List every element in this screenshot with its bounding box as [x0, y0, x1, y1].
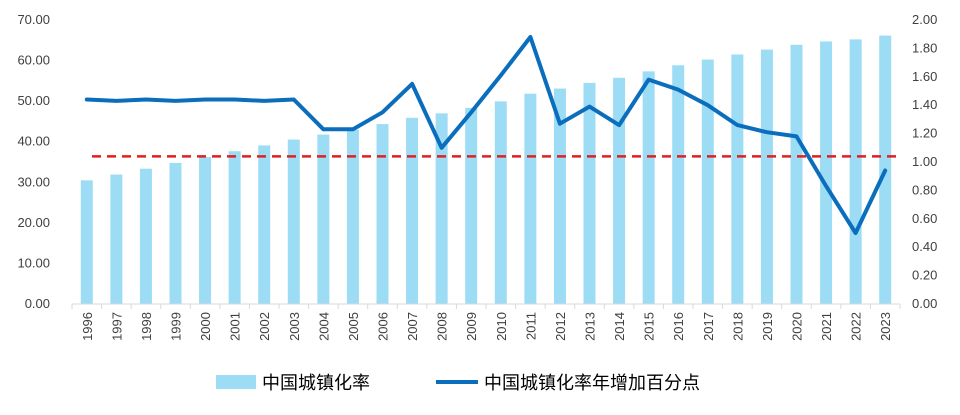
bar: [494, 101, 507, 305]
bar: [228, 151, 241, 304]
legend-label-bar: 中国城镇化率: [262, 373, 370, 394]
left-tick-label: 70.00: [17, 12, 50, 27]
x-axis-ticks: 1996 1997 1998 1999 2000 2001 2002 2003 2004 2005…: [71, 304, 901, 341]
bar: [731, 54, 744, 304]
right-tick-label: 1.00: [912, 154, 937, 169]
bar: [317, 134, 330, 304]
right-tick-label: 2.00: [912, 12, 937, 27]
x-tick-label: 2017: [701, 312, 716, 341]
left-tick-label: 0.00: [25, 296, 50, 311]
legend-label-line: 中国城镇化率年增加百分点: [484, 373, 700, 394]
bar: [820, 41, 833, 304]
x-tick-label: 2023: [878, 312, 893, 341]
legend-swatch-bar: [216, 375, 256, 389]
x-tick-label: 2007: [405, 312, 420, 341]
line-series: [84, 35, 888, 235]
x-tick-label: 2002: [257, 312, 272, 341]
bar: [672, 65, 685, 305]
x-tick-label: 2015: [642, 312, 657, 341]
right-axis-ticks: 0.00 0.20 0.40 0.60 0.80 1.00 1.20 1.40 1.60 1.80…: [912, 12, 937, 311]
bar: [613, 77, 626, 304]
legend: 中国城镇化率 中国城镇化率年增加百分点: [216, 373, 700, 394]
right-tick-label: 1.20: [912, 126, 937, 141]
right-tick-label: 0.40: [912, 239, 937, 254]
right-tick-label: 1.40: [912, 97, 937, 112]
x-tick-label: 2014: [612, 312, 627, 341]
bar: [465, 107, 478, 304]
bar-series: [80, 35, 892, 305]
x-tick-label: 2001: [228, 312, 243, 341]
bar: [80, 180, 93, 304]
x-tick-label: 2009: [464, 312, 479, 341]
left-tick-label: 50.00: [17, 93, 50, 108]
x-tick-label: 2016: [671, 312, 686, 341]
right-tick-label: 1.80: [912, 40, 937, 55]
x-tick-label: 2004: [316, 312, 331, 341]
bar: [553, 88, 566, 305]
x-tick-label: 2021: [819, 312, 834, 341]
left-tick-label: 10.00: [17, 255, 50, 270]
bar: [583, 82, 596, 304]
x-tick-label: 2011: [523, 312, 538, 340]
x-tick-label: 2022: [849, 312, 864, 341]
right-tick-label: 0.80: [912, 182, 937, 197]
bar: [287, 139, 300, 304]
right-tick-label: 0.20: [912, 268, 937, 283]
right-tick-label: 0.60: [912, 211, 937, 226]
bar: [110, 174, 123, 304]
x-tick-label: 2019: [760, 312, 775, 341]
x-tick-label: 2000: [198, 312, 213, 341]
bar: [139, 168, 152, 304]
x-tick-label: 2012: [553, 312, 568, 341]
x-tick-label: 2010: [494, 312, 509, 341]
right-tick-label: 1.60: [912, 69, 937, 84]
bar: [346, 129, 359, 304]
left-axis-ticks: 0.00 10.00 20.00 30.00 40.00 50.00 60.00 70.00: [17, 12, 50, 311]
left-tick-label: 20.00: [17, 215, 50, 230]
bar: [642, 71, 655, 305]
right-tick-label: 0.00: [912, 296, 937, 311]
bar: [199, 157, 212, 304]
bar: [258, 145, 271, 304]
x-tick-label: 2013: [583, 312, 598, 341]
x-tick-label: 2008: [435, 312, 450, 341]
x-tick-label: 1997: [109, 312, 124, 341]
bar: [701, 59, 714, 304]
bar: [524, 93, 537, 304]
x-tick-label: 2005: [346, 312, 361, 341]
bar: [169, 162, 182, 304]
left-tick-label: 60.00: [17, 53, 50, 68]
x-tick-label: 2003: [287, 312, 302, 341]
x-tick-label: 1998: [139, 312, 154, 341]
left-tick-label: 40.00: [17, 134, 50, 149]
x-tick-label: 1999: [169, 312, 184, 341]
bar: [849, 39, 862, 305]
bar: [376, 124, 389, 304]
bar: [790, 44, 803, 304]
x-tick-label: 2006: [376, 312, 391, 341]
x-tick-label: 1996: [80, 312, 95, 341]
bar: [760, 49, 773, 305]
left-tick-label: 30.00: [17, 174, 50, 189]
x-tick-label: 2018: [730, 312, 745, 341]
bar: [406, 117, 419, 304]
x-tick-label: 2020: [790, 312, 805, 341]
bar: [435, 113, 448, 304]
